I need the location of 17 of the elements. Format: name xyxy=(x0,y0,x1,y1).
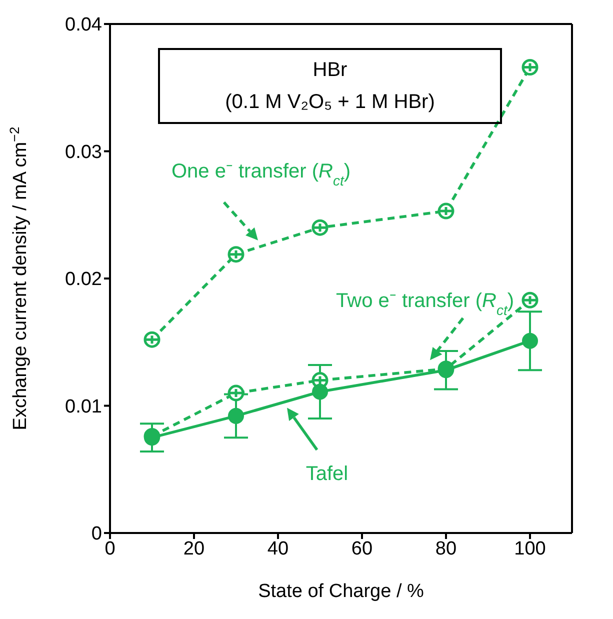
x-tick-label: 20 xyxy=(183,538,205,560)
x-tick-label: 0 xyxy=(104,538,116,560)
x-tick-label: 40 xyxy=(267,538,289,560)
series-label: One e⁻ transfer (R$_{ct}$) xyxy=(171,160,351,188)
x-axis-title: State of Charge / % xyxy=(258,581,424,602)
y-tick-label: 0 xyxy=(91,524,102,545)
y-tick-label: 0.02 xyxy=(65,269,102,290)
legend-label: Tafel xyxy=(306,462,348,485)
x-tick-label: 80 xyxy=(435,538,457,560)
y-tick-label: 0.03 xyxy=(65,142,102,163)
y-tick-label: 0.01 xyxy=(65,396,102,418)
series-label: Two e⁻ transfer (R$_{ct}$) xyxy=(336,290,514,318)
annotation: (0.1 M V₂O₅ + 1 M HBr) xyxy=(224,90,436,115)
annotation: HBr xyxy=(312,58,348,83)
y-tick-label: 0.04 xyxy=(65,14,102,36)
x-tick-label: 100 xyxy=(514,538,546,560)
x-tick-label: 60 xyxy=(351,538,373,560)
